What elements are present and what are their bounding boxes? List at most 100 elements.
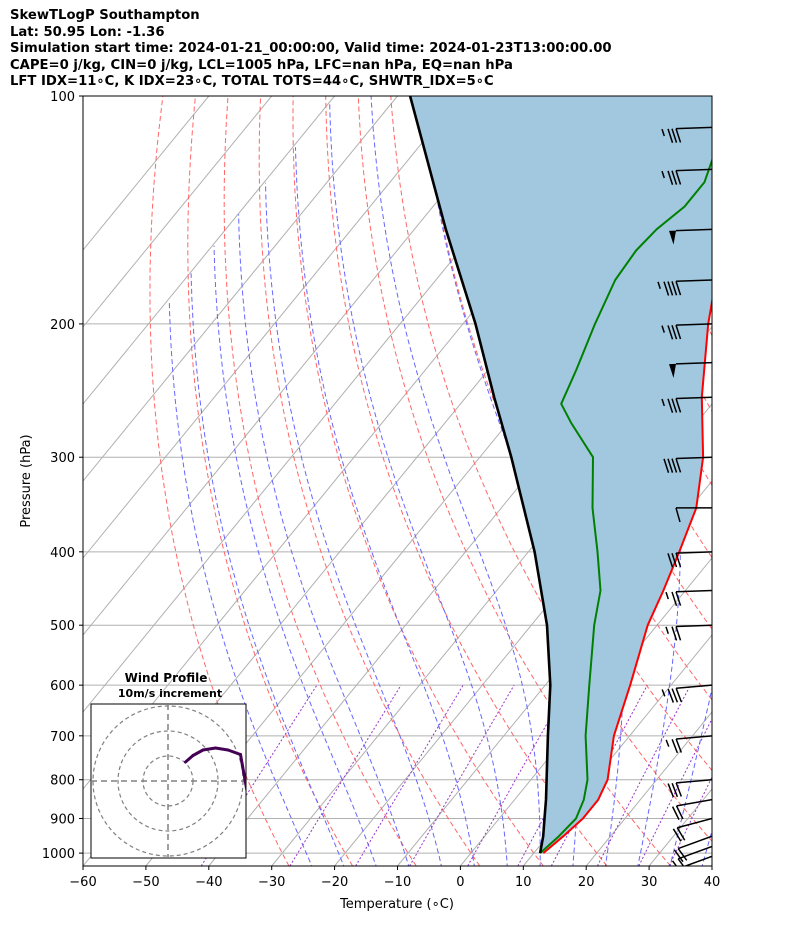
mixing-ratio-line xyxy=(409,684,515,866)
wind-barb xyxy=(669,228,712,245)
y-axis-label: Pressure (hPa) xyxy=(19,434,34,527)
axis-layer: −60 −50 −40 −30 −20 −10 0 10 20 30 40 100 200 300 400 5… xyxy=(42,90,720,890)
barb-flag xyxy=(667,128,674,143)
barb-flag xyxy=(667,281,674,296)
moist-adiabat-line xyxy=(728,96,794,884)
barb-flag xyxy=(671,552,678,568)
barb-flag xyxy=(675,458,682,473)
title-line-coords: Lat: 50.95 Lon: -1.36 xyxy=(10,24,165,40)
barb-flag xyxy=(678,878,687,890)
dry-adiabat-line xyxy=(292,96,544,866)
dry-adiabat-line xyxy=(390,96,712,842)
barb-shaft xyxy=(683,855,712,866)
barb-flag xyxy=(675,128,682,143)
title-line-indices: LFT IDX=11∘C, K IDX=23∘C, TOTAL TOTS=44∘… xyxy=(10,74,494,89)
mixing-ratio-line xyxy=(596,684,691,866)
wind-barb xyxy=(657,279,712,296)
moist-adiabat-line xyxy=(295,147,475,866)
hodograph-segment xyxy=(214,746,230,752)
dry-adiabat-line xyxy=(716,96,794,866)
barb-half-flag xyxy=(661,170,665,179)
barb-shaft xyxy=(677,835,712,850)
barb-flag xyxy=(667,458,674,473)
x-tick-label: 30 xyxy=(641,875,658,890)
isotherm-line xyxy=(397,480,712,866)
cape-shading xyxy=(410,96,712,854)
barb-flag xyxy=(672,828,682,842)
hodograph-segment xyxy=(251,806,254,811)
title-line-station: SkewTLogP Southampton xyxy=(10,8,200,23)
barb-shaft xyxy=(675,551,712,554)
barb-half-flag xyxy=(665,626,669,634)
dry-adiabat-line xyxy=(749,96,794,866)
barb-flag xyxy=(675,782,683,797)
wind-barb xyxy=(671,798,712,821)
barb-shaft xyxy=(675,396,712,400)
moist-adiabat-line xyxy=(168,300,313,866)
barb-flag xyxy=(675,738,683,753)
isotherm-line xyxy=(83,96,461,559)
barb-flag xyxy=(675,626,682,641)
y-tick-label: 1000 xyxy=(42,847,75,862)
wind-barb xyxy=(665,589,712,607)
barb-shaft xyxy=(676,798,712,807)
barb-half-flag xyxy=(665,739,670,747)
isotherm-line xyxy=(522,634,712,866)
hodograph-segment xyxy=(258,780,263,785)
x-tick-label: −30 xyxy=(258,875,285,890)
barb-flag xyxy=(671,281,678,296)
barb-half-flag xyxy=(657,281,661,290)
barb-flag xyxy=(677,848,688,861)
barb-shaft xyxy=(677,817,712,829)
mixing-ratio-line xyxy=(467,684,570,866)
wind-barb xyxy=(661,396,712,413)
dry-adiabat-line xyxy=(149,96,290,866)
dewpoint-line xyxy=(539,157,712,854)
barb-flag xyxy=(667,170,674,185)
barb-flag xyxy=(675,324,682,340)
y-tick-label: 800 xyxy=(50,774,75,789)
barb-shaft xyxy=(676,778,712,784)
barb-flag xyxy=(667,553,674,568)
wind-barb xyxy=(661,168,712,185)
barb-shaft xyxy=(675,323,712,326)
barb-half-flag xyxy=(661,689,666,697)
barb-flag xyxy=(671,128,678,143)
moist-adiabat-line xyxy=(329,103,508,866)
y-tick-label: 100 xyxy=(50,90,75,105)
barb-shaft xyxy=(676,735,712,740)
barb-flag xyxy=(663,281,670,296)
wind-barb xyxy=(669,361,712,378)
barb-flag xyxy=(676,827,686,841)
hodograph-inset: Wind Profile 10m/s increment xyxy=(90,671,263,859)
mixing-ratio-line xyxy=(668,776,712,866)
wind-barb xyxy=(661,684,712,703)
title-line-cape: CAPE=0 j/kg, CIN=0 j/kg, LCL=1005 hPa, L… xyxy=(10,57,513,73)
moist-adiabat-line xyxy=(213,245,377,866)
temperature-line xyxy=(542,296,712,854)
barb-flag xyxy=(671,806,680,821)
barb-flag xyxy=(671,782,679,798)
y-tick-label: 600 xyxy=(50,679,75,694)
barb-flag xyxy=(675,805,684,820)
y-tick-label: 500 xyxy=(50,619,75,634)
hodograph-plot xyxy=(91,704,263,858)
hodograph-segment xyxy=(184,754,195,764)
x-tick-label: −50 xyxy=(132,875,159,890)
moist-adiabat-line xyxy=(238,214,410,866)
barb-flag xyxy=(675,170,682,185)
barb-half-flag xyxy=(673,880,677,886)
dry-adiabat-line xyxy=(187,96,354,866)
dry-adiabat-line xyxy=(223,96,417,866)
hodograph-title: Wind Profile xyxy=(125,671,208,685)
wind-barb xyxy=(665,624,712,641)
barb-flag xyxy=(671,591,678,607)
y-tick-label: 900 xyxy=(50,812,75,827)
x-tick-label: −20 xyxy=(321,875,348,890)
mixing-ratio-line xyxy=(289,684,402,866)
x-tick-label: 20 xyxy=(578,875,595,890)
barb-flag xyxy=(673,849,684,863)
isotherm-line xyxy=(83,96,335,405)
barb-flag xyxy=(667,325,674,340)
